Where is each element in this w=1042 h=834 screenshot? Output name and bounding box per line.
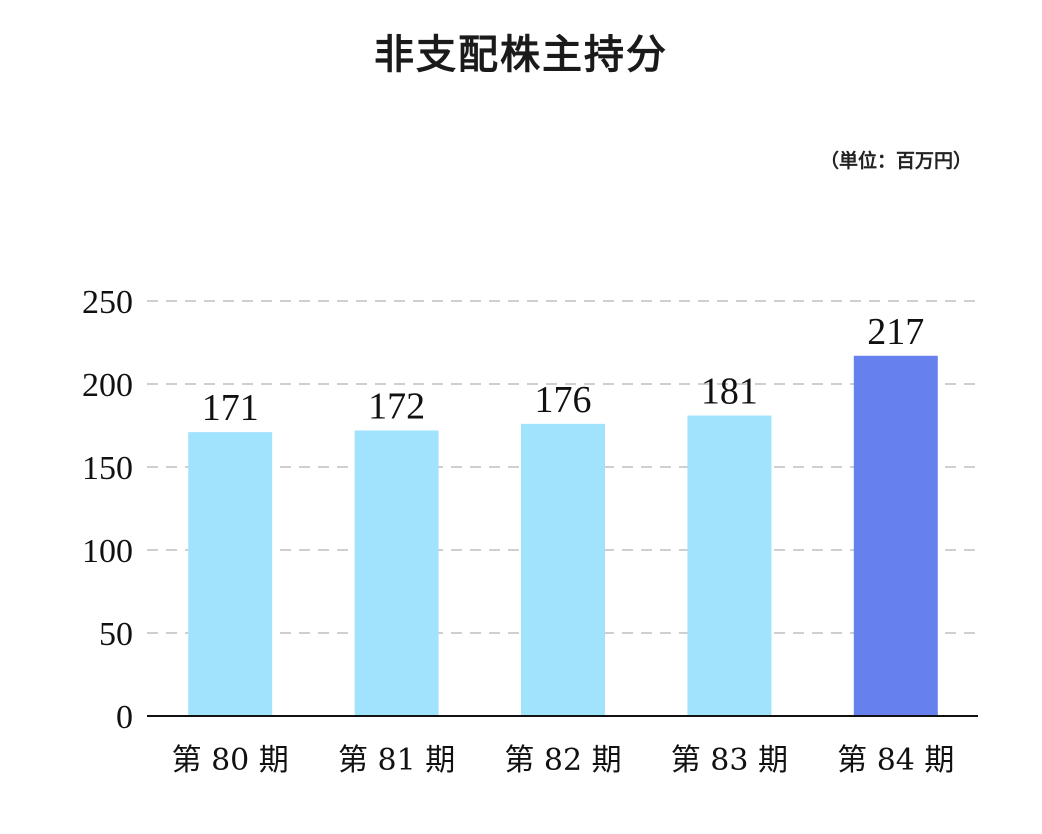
value-label-2: 172 xyxy=(368,385,425,427)
bar-5 xyxy=(853,355,938,716)
y-tick-label-150: 150 xyxy=(82,450,133,487)
value-label-1: 171 xyxy=(202,387,259,429)
bars xyxy=(188,355,938,716)
labels: 0 50 100 150 200 250 171 第 80 期 172 第 81 期 176 第 82… xyxy=(82,284,954,778)
gridlines xyxy=(147,300,978,634)
value-label-4: 181 xyxy=(701,371,758,413)
category-label-1: 第 80 期 xyxy=(172,743,289,778)
category-label-5: 第 84 期 xyxy=(837,743,954,778)
bar-2 xyxy=(354,430,439,716)
y-tick-label-100: 100 xyxy=(82,533,133,570)
bar-1 xyxy=(188,432,273,716)
category-label-3: 第 82 期 xyxy=(504,743,621,778)
category-label-4: 第 83 期 xyxy=(671,743,788,778)
value-label-3: 176 xyxy=(535,379,592,421)
y-tick-label-200: 200 xyxy=(82,367,133,404)
category-label-2: 第 81 期 xyxy=(338,743,455,778)
bar-3 xyxy=(521,423,605,716)
y-tick-label-0: 0 xyxy=(116,699,133,736)
bar-4 xyxy=(687,415,772,716)
y-tick-label-250: 250 xyxy=(82,284,133,321)
unit-label: （単位：百万円） xyxy=(819,150,972,172)
y-tick-label-50: 50 xyxy=(99,616,133,653)
chart-title: 非支配株主持分 xyxy=(374,31,668,78)
value-label-5: 217 xyxy=(867,311,924,353)
